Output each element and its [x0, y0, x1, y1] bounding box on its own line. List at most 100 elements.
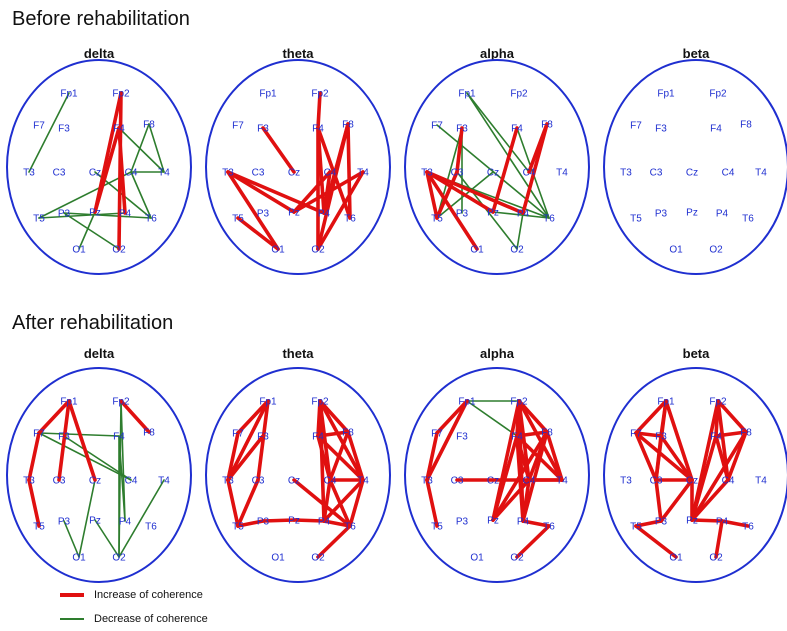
decrease-link-P4-O2 — [516, 212, 524, 250]
increase-link-T5-O1 — [634, 524, 678, 559]
electrode-Cz: Cz — [686, 168, 698, 179]
electrode-T6: T6 — [742, 214, 754, 225]
band-title: beta — [683, 346, 711, 361]
increase-link-P4-T6 — [720, 519, 750, 528]
increase-link-Fp2-T4 — [318, 399, 365, 482]
increase-link-F8-T4 — [545, 430, 564, 482]
electrode-F8: F8 — [541, 120, 553, 131]
head-panel-before-alpha: alpha Fp1 Fp2 F7 F3 F4 F8 T3 C3 Cz C4 T4 T5 P3 Pz P4 T6 O… — [404, 46, 590, 275]
electrode-C3: C3 — [650, 168, 663, 179]
electrode-F7: F7 — [33, 121, 45, 132]
electrode-O2: O2 — [709, 245, 723, 256]
electrode-Cz: Cz — [288, 476, 300, 487]
electrode-F4: F4 — [113, 432, 125, 443]
increase-link-P3-T5 — [634, 519, 663, 528]
increase-link-T4-O2 — [316, 170, 365, 251]
electrode-F3: F3 — [456, 432, 468, 443]
increase-link-Fp1-C3 — [256, 399, 270, 482]
increase-link-C3-T5 — [435, 170, 459, 220]
band-title: theta — [282, 346, 314, 361]
increase-link-T6-O2 — [515, 524, 551, 559]
electrode-T3: T3 — [421, 476, 433, 487]
increase-link-T3-T5 — [425, 170, 439, 220]
increase-link-F7-T3 — [226, 431, 240, 482]
electrode-T4: T4 — [556, 168, 568, 179]
electrode-T6: T6 — [742, 522, 754, 533]
increase-link-C3-T5 — [236, 478, 260, 528]
head-outline — [205, 59, 391, 275]
electrode-Fp2: Fp2 — [510, 397, 528, 408]
increase-link-P4-T6 — [322, 519, 352, 528]
increase-link-F4-F8 — [714, 430, 748, 438]
electrode-F7: F7 — [431, 121, 443, 132]
electrode-C4: C4 — [523, 168, 536, 179]
increase-link-Fp2-Pz — [690, 399, 720, 522]
increase-link-C4-P4 — [322, 170, 332, 215]
electrode-O1: O1 — [669, 553, 683, 564]
electrode-O1: O1 — [470, 245, 484, 256]
electrode-T3: T3 — [23, 476, 35, 487]
increase-link-F4-T4 — [316, 434, 365, 482]
electrode-T5: T5 — [431, 522, 443, 533]
electrode-C4: C4 — [324, 168, 337, 179]
increase-link-Fp2-P4 — [318, 399, 326, 523]
decrease-link-C3-O2 — [456, 171, 518, 250]
head-panel-after-theta: theta Fp1 Fp2 F7 F3 F4 F8 T3 C3 Cz C4 T4 T5 P3 Pz P4 T6 O… — [205, 346, 391, 583]
electrode-Fp2: Fp2 — [709, 397, 727, 408]
electrode-C3: C3 — [53, 168, 66, 179]
electrode-P3: P3 — [655, 517, 668, 528]
increase-link-T3-Pz — [226, 170, 296, 214]
increase-link-Fp1-F7 — [37, 399, 71, 435]
electrode-Pz: Pz — [288, 208, 300, 219]
head-panel-after-alpha: alpha Fp1 Fp2 F7 F3 F4 F8 T3 C3 Cz C4 T4 T5 P3 Pz P4 T6 O… — [404, 346, 590, 583]
electrode-F3: F3 — [58, 432, 70, 443]
electrode-F4: F4 — [710, 124, 722, 135]
electrode-P4: P4 — [318, 209, 331, 220]
electrode-T6: T6 — [145, 214, 157, 225]
electrode-Pz: Pz — [89, 516, 101, 527]
increase-link-F8-P4 — [322, 122, 350, 215]
electrode-T5: T5 — [33, 214, 45, 225]
electrode-T6: T6 — [543, 214, 555, 225]
electrode-P3: P3 — [58, 209, 71, 220]
electrode-P4: P4 — [119, 209, 132, 220]
increase-link-C4-T6 — [328, 478, 352, 528]
increase-link-Fp1-F7 — [236, 399, 270, 435]
electrode-Pz: Pz — [686, 516, 698, 527]
electrode-T4: T4 — [158, 168, 170, 179]
electrode-F4: F4 — [113, 124, 125, 135]
band-title: beta — [683, 46, 711, 61]
electrode-P4: P4 — [716, 517, 729, 528]
increase-link-F8-C4 — [527, 430, 549, 482]
decrease-link-Fp1-T3 — [28, 92, 70, 173]
electrode-O2: O2 — [510, 553, 524, 564]
electrode-T5: T5 — [232, 214, 244, 225]
electrode-P3: P3 — [58, 517, 71, 528]
electrode-F8: F8 — [740, 428, 752, 439]
electrode-Fp1: Fp1 — [657, 397, 675, 408]
electrode-T6: T6 — [543, 522, 555, 533]
increase-link-F3-Cz — [659, 434, 694, 482]
head-panel-before-theta: theta Fp1 Fp2 F7 F3 F4 F8 T3 C3 Cz C4 T4 T5 P3 Pz P4 T6 O… — [205, 46, 391, 275]
decrease-link-F4-P4 — [118, 435, 126, 522]
increase-link-T4-T6 — [348, 478, 365, 528]
increase-link-T3-O1 — [226, 170, 280, 251]
electrode-O2: O2 — [709, 553, 723, 564]
electrode-T6: T6 — [145, 522, 157, 533]
increase-link-Fp2-O2 — [117, 91, 123, 251]
increase-link-P4-T6 — [521, 519, 551, 528]
electrode-C4: C4 — [125, 168, 138, 179]
increase-link-T3-P4 — [425, 170, 525, 215]
electrode-O2: O2 — [112, 553, 126, 564]
electrode-C4: C4 — [722, 476, 735, 487]
decrease-link-T5-P4 — [38, 212, 126, 219]
electrode-T4: T4 — [158, 476, 170, 487]
increase-swatch — [60, 593, 84, 597]
electrode-Pz: Pz — [686, 208, 698, 219]
electrode-C3: C3 — [252, 476, 265, 487]
electrode-T4: T4 — [357, 168, 369, 179]
electrode-O1: O1 — [72, 245, 86, 256]
electrode-F4: F4 — [312, 124, 324, 135]
electrode-T5: T5 — [630, 214, 642, 225]
increase-link-F4-T6 — [316, 126, 352, 220]
